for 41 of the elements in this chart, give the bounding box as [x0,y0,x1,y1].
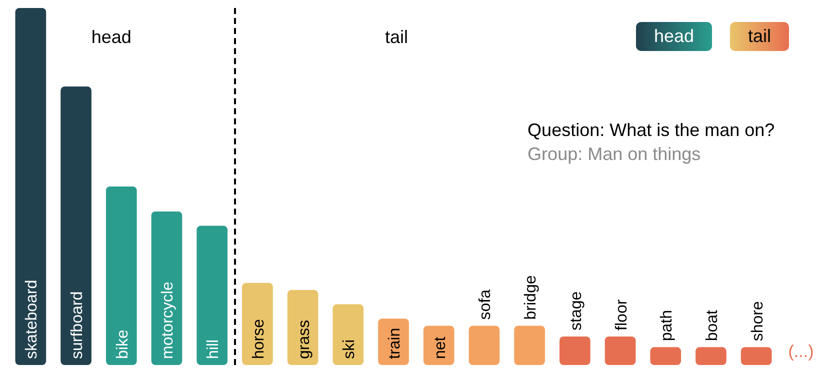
bar [650,347,682,365]
x-tick-label: floor [613,298,630,330]
annotation: Group: Man on things [528,144,701,164]
bar [151,211,182,365]
x-tick-label: grass [296,320,313,359]
text: (...) [788,342,814,361]
bar [332,304,364,365]
x-tick-label: bike [114,330,132,359]
x-tick-label: ski [341,339,358,359]
legend-label: tail [748,26,771,46]
text: head [654,26,694,46]
annotation: head [91,27,132,47]
x-tick-label: shore [749,301,766,342]
x-tick-label: horse [250,318,268,359]
bar [60,86,92,365]
x-tick-label: skateboard [24,280,41,359]
x-tick-label: net [432,336,449,359]
bar [196,226,228,365]
bar [378,318,409,365]
x-tick-label: motorcycle [160,282,177,359]
bar [696,347,726,365]
bar [106,186,137,365]
x-tick-label: surfboard [69,291,86,359]
x-tick-label: path [658,310,676,342]
bar [740,347,772,365]
bar [468,326,500,365]
bar [514,326,545,365]
bar [287,290,318,365]
annotation: tail [384,27,408,47]
x-tick-label: boat [704,309,721,342]
annotation: Question: What is the man on? [528,120,775,140]
bar [559,336,590,365]
bar [242,282,273,365]
bar [423,326,454,365]
x-tick-label: train [386,328,404,359]
bar [604,336,636,365]
x-tick-label: hill [205,339,222,359]
bar [15,8,46,365]
x-tick-label: stage [568,291,585,330]
x-tick-label: sofa [477,289,494,320]
x-tick-label: bridge [522,275,540,320]
